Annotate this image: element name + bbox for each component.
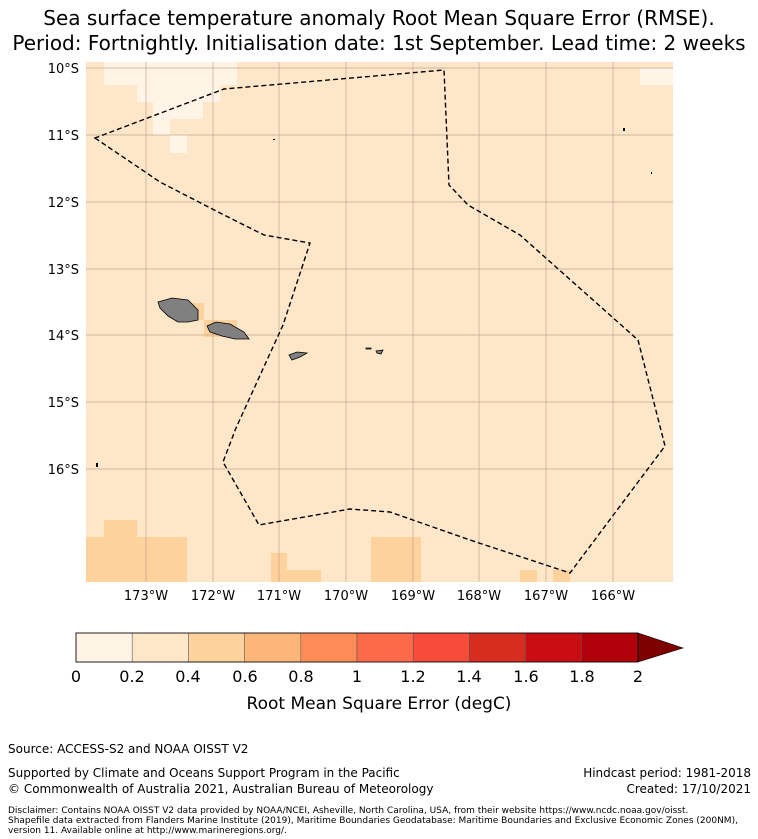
colorbar-swatch	[581, 632, 639, 663]
colorbar-swatch	[75, 632, 133, 663]
colorbar-tick: 0.6	[232, 667, 257, 686]
manua-island-2	[375, 349, 384, 355]
eez-boundary-west	[93, 69, 666, 574]
lon-label: 170°W	[324, 589, 368, 600]
lat-label: 15°S	[48, 396, 79, 411]
small-atolls	[96, 128, 652, 467]
lat-label: 14°S	[48, 329, 79, 344]
disclaimer-line-3: version 11. Available online at http://w…	[8, 826, 287, 836]
colorbar-tick: 0	[71, 667, 81, 686]
colorbar-ticks: 0 0.2 0.4 0.6 0.8 1 1.2 1.4 1.6 1.8 2	[71, 667, 643, 686]
disclaimer-line-2: Shapefile data extracted from Flanders M…	[8, 816, 738, 826]
lon-label: 169°W	[391, 589, 435, 600]
colorbar-tick: 1.8	[569, 667, 594, 686]
colorbar-swatches	[75, 632, 639, 663]
colorbar-swatch	[131, 632, 189, 663]
map: 10°S 11°S 12°S 13°S 14°S 15°S 16°S 173°W…	[48, 62, 673, 600]
colorbar-swatch	[300, 632, 358, 663]
colorbar-swatch	[412, 632, 470, 663]
created-text: Created: 17/10/2021	[626, 782, 751, 796]
latitude-labels: 10°S 11°S 12°S 13°S 14°S 15°S 16°S	[48, 62, 79, 478]
copyright-text: © Commonwealth of Australia 2021, Austra…	[8, 782, 434, 796]
lat-label: 11°S	[48, 129, 79, 144]
savaii-island	[157, 297, 199, 323]
tutuila-island	[288, 351, 309, 361]
colorbar-extend-arrow	[637, 632, 684, 663]
upolu-island	[206, 321, 250, 340]
colorbar-swatch	[188, 632, 245, 663]
colorbar-label: Root Mean Square Error (degC)	[247, 694, 512, 714]
colorbar-swatch	[244, 632, 302, 663]
colorbar-tick: 0.8	[288, 667, 313, 686]
lon-label: 173°W	[124, 589, 168, 600]
gridlines	[86, 62, 673, 582]
colorbar-tick: 2	[633, 667, 643, 686]
lat-label: 10°S	[48, 62, 79, 77]
colorbar-tick: 1	[352, 667, 362, 686]
lat-label: 16°S	[48, 463, 79, 478]
colorbar-frame	[75, 632, 639, 663]
colorbar: 0 0.2 0.4 0.6 0.8 1 1.2 1.4 1.6 1.8 2 Ro…	[71, 632, 684, 714]
source-text: Source: ACCESS-S2 and NOAA OISST V2	[8, 742, 249, 756]
colorbar-swatch	[525, 632, 583, 663]
colorbar-tick: 0.4	[175, 667, 200, 686]
lon-label: 171°W	[257, 589, 301, 600]
longitude-labels: 173°W 172°W 171°W 170°W 169°W 168°W 167°…	[124, 589, 635, 600]
colorbar-tick: 1.2	[400, 667, 425, 686]
supported-text: Supported by Climate and Oceans Support …	[8, 766, 400, 780]
colorbar-tick: 0.2	[119, 667, 144, 686]
lon-label: 166°W	[591, 589, 635, 600]
lat-label: 13°S	[48, 263, 79, 278]
lon-label: 172°W	[191, 589, 235, 600]
lon-label: 167°W	[524, 589, 568, 600]
colorbar-swatch	[469, 632, 526, 663]
lon-label: 168°W	[457, 589, 501, 600]
disclaimer: Disclaimer: Contains NOAA OISST V2 data …	[8, 806, 758, 836]
lat-label: 12°S	[48, 196, 79, 211]
disclaimer-line-1: Disclaimer: Contains NOAA OISST V2 data …	[8, 806, 689, 816]
colorbar-tick: 1.4	[456, 667, 481, 686]
islands	[157, 297, 384, 361]
title-line-1: Sea surface temperature anomaly Root Mea…	[43, 6, 715, 30]
colorbar-swatch	[356, 632, 414, 663]
title-line-2: Period: Fortnightly. Initialisation date…	[12, 31, 746, 55]
colorbar-tick: 1.6	[513, 667, 538, 686]
hindcast-text: Hindcast period: 1981-2018	[583, 766, 751, 780]
manua-island-1	[365, 347, 372, 350]
